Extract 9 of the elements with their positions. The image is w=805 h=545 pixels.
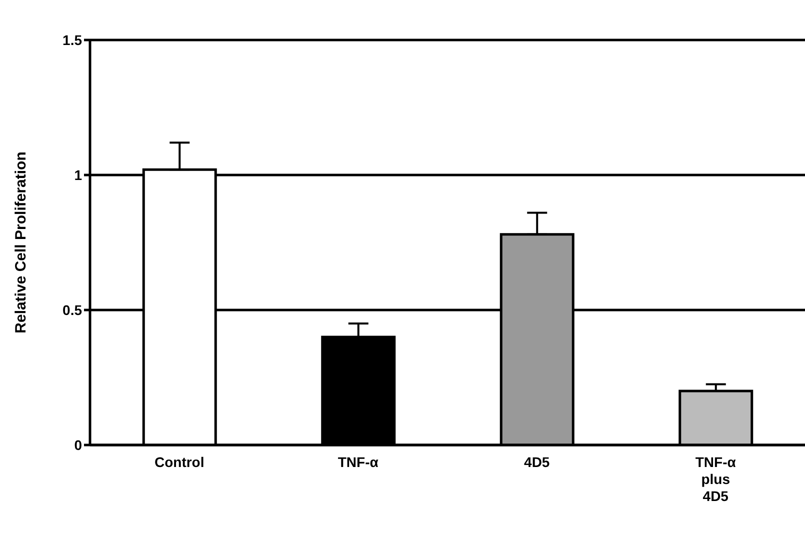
x-tick-label: TNF-α plus 4D5	[695, 454, 736, 504]
x-tick-label: Control	[154, 454, 204, 470]
x-tick-label: 4D5	[524, 454, 550, 470]
y-axis-title: Relative Cell Proliferation	[12, 152, 30, 334]
y-tick-label: 0	[74, 436, 82, 453]
y-tick-label: 1	[74, 166, 82, 183]
y-tick-label: 1.5	[62, 32, 82, 48]
x-tick-label: TNF-α	[338, 454, 379, 470]
y-tick-label: 0.5	[62, 302, 82, 318]
